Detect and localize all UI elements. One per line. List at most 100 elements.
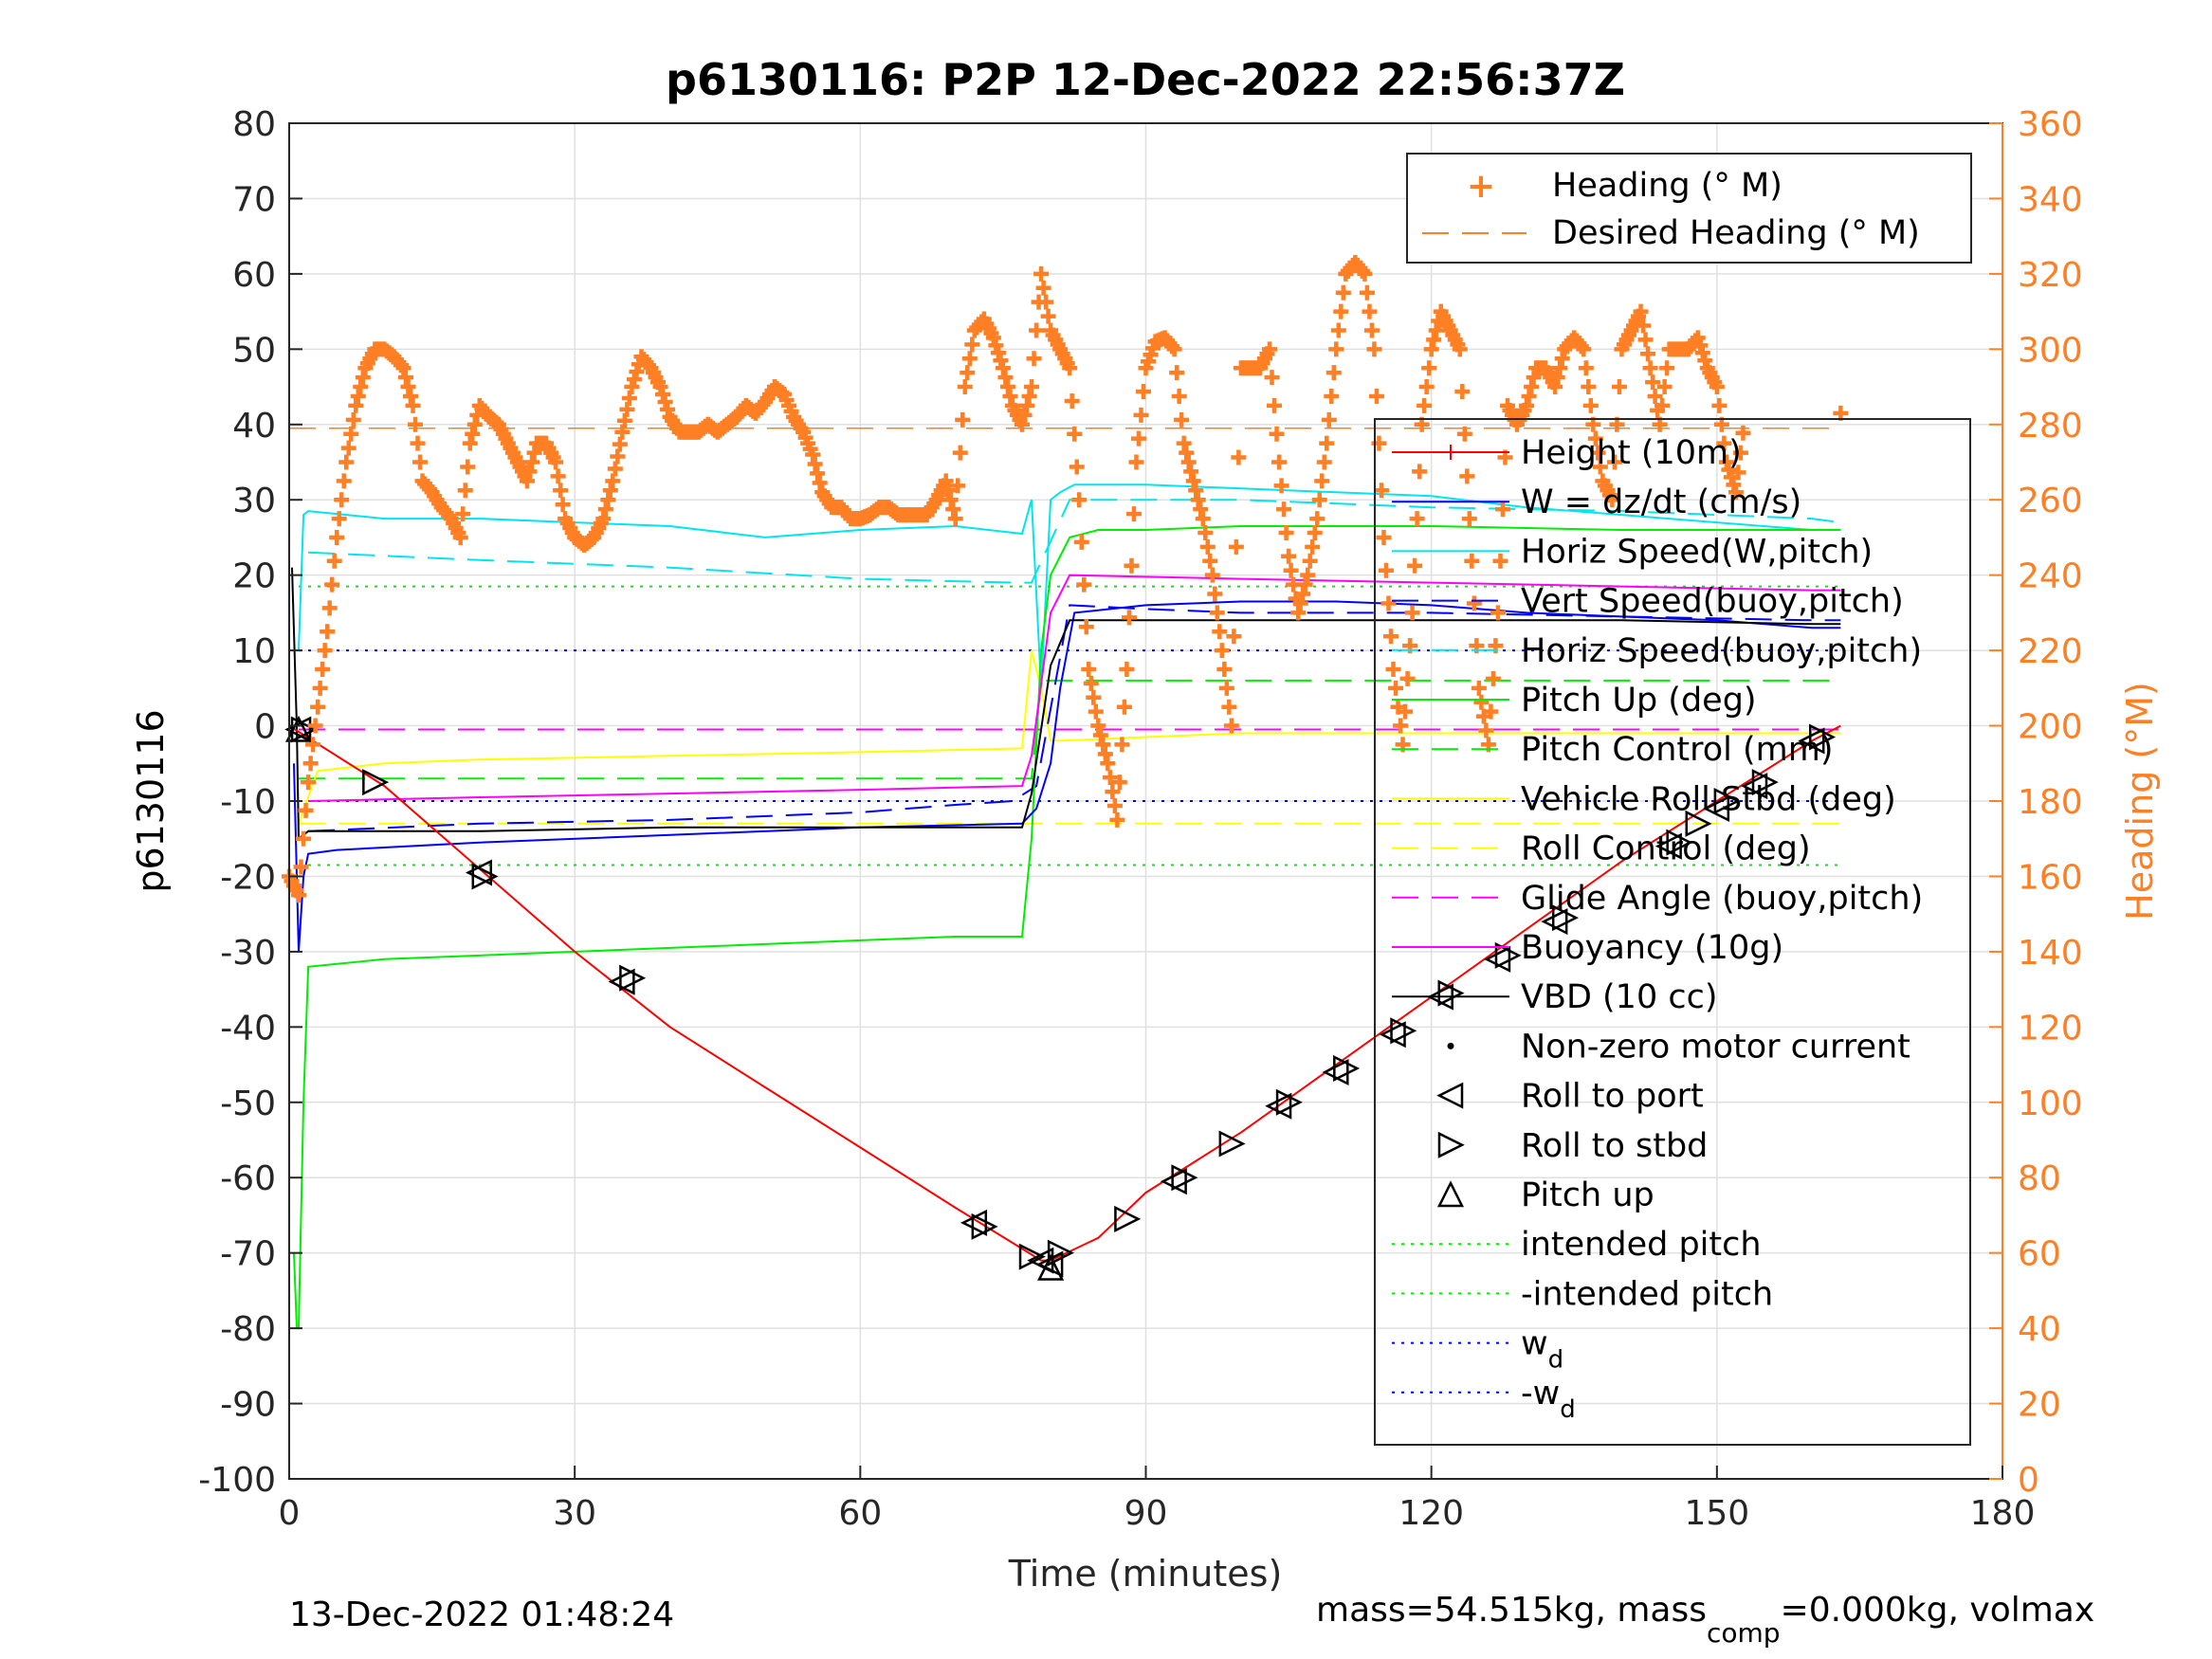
- heading-point: [1721, 462, 1737, 478]
- heading-point: [610, 448, 626, 465]
- y-tick-label: -50: [220, 1085, 276, 1123]
- heading-point: [597, 501, 613, 518]
- heading-point: [1116, 699, 1132, 715]
- heading-point: [1730, 465, 1746, 481]
- heading-point: [595, 511, 612, 527]
- heading-point: [1086, 689, 1102, 705]
- heading-point: [1417, 397, 1433, 413]
- heading-point: [291, 887, 307, 903]
- heading-point: [1709, 379, 1725, 395]
- heading-point: [660, 401, 676, 417]
- footer-mass-sub: comp: [1707, 1617, 1781, 1649]
- heading-point: [465, 426, 481, 442]
- marker-roll-to-stbd: [1047, 1239, 1074, 1267]
- heading-point: [1069, 459, 1085, 475]
- legend-entry: Roll Control (deg): [1521, 830, 1811, 868]
- heading-point: [1106, 797, 1123, 813]
- heading-point: [1692, 337, 1709, 354]
- y2-tick-label: 140: [2018, 934, 2083, 973]
- heading-point: [1611, 379, 1627, 395]
- legend-heading: + Heading (° M) Desired Heading (° M): [1406, 153, 1972, 264]
- heading-point: [1314, 473, 1330, 489]
- heading-point: [1002, 388, 1018, 404]
- heading-point: [1276, 501, 1292, 518]
- heading-point: [1483, 703, 1499, 720]
- heading-point: [1428, 322, 1444, 338]
- heading-point: [1014, 416, 1030, 432]
- y-tick-label: 60: [232, 256, 276, 295]
- heading-point: [1726, 477, 1742, 493]
- heading-point: [1385, 661, 1401, 677]
- heading-point: [1204, 567, 1220, 583]
- heading-point: [995, 360, 1011, 376]
- heading-point: [1330, 322, 1346, 338]
- heading-point: [942, 492, 959, 508]
- legend-entry-subscript: d: [1560, 1395, 1576, 1424]
- marker-roll-to-port: [284, 716, 312, 743]
- heading-point: [293, 859, 309, 875]
- marker-pitch-up: [285, 715, 313, 742]
- y2-tick-label: 160: [2018, 858, 2083, 897]
- heading-point: [1214, 643, 1230, 659]
- legend-entry: Glide Angle (buoy,pitch): [1521, 880, 1923, 918]
- heading-point: [619, 401, 635, 417]
- heading-point: [1418, 379, 1435, 395]
- heading-point: [1732, 445, 1748, 461]
- y2-tick-label: 300: [2018, 331, 2083, 370]
- legend-entry: Pitch Control (mm): [1521, 731, 1833, 769]
- heading-point: [310, 699, 326, 715]
- heading-point: [1640, 346, 1656, 362]
- heading-point: [1128, 454, 1144, 470]
- heading-point: [1188, 483, 1204, 499]
- heading-point: [1368, 388, 1384, 404]
- heading-point: [1076, 576, 1092, 592]
- heading-point: [1067, 426, 1083, 442]
- legend-heading-box: [1406, 153, 1972, 264]
- series-horiz-speed-buoy: [308, 499, 1841, 584]
- heading-point: [326, 553, 342, 569]
- heading-point: [1633, 303, 1649, 319]
- heading-point: [1207, 586, 1223, 602]
- legend-entry: Pitch up: [1521, 1176, 1654, 1214]
- legend-entry-label: Pitch Control (mm): [1521, 731, 1833, 769]
- heading-point: [1492, 553, 1508, 569]
- heading-point: [1366, 341, 1382, 357]
- heading-point: [1033, 265, 1050, 282]
- heading-point: [1412, 464, 1428, 480]
- y-tick-label: -90: [220, 1386, 276, 1425]
- heading-point: [1180, 454, 1197, 470]
- heading-point: [1174, 411, 1190, 428]
- heading-point: [1078, 619, 1094, 635]
- heading-point: [1466, 595, 1482, 611]
- marker-roll-to-stbd: [362, 769, 390, 796]
- marker-roll-to-stbd: [1171, 1164, 1198, 1192]
- heading-point: [1716, 435, 1732, 451]
- heading-point: [1325, 365, 1342, 381]
- heading-point: [1297, 576, 1313, 592]
- heading-point: [1100, 756, 1116, 772]
- legend-entry: Roll to stbd: [1521, 1127, 1708, 1165]
- heading-point: [621, 390, 637, 406]
- y2-tick-label: 0: [2018, 1461, 2039, 1500]
- heading-point: [600, 492, 616, 508]
- heading-point: [331, 511, 347, 527]
- heading-point: [805, 447, 821, 463]
- x-tick-label: 60: [838, 1494, 882, 1533]
- heading-point: [1578, 360, 1594, 376]
- heading-point: [412, 454, 429, 470]
- legend-entry: -wd: [1521, 1375, 1576, 1424]
- heading-point: [1380, 595, 1397, 611]
- heading-point: [521, 464, 538, 480]
- heading-point: [1290, 605, 1307, 621]
- legend-entry-label: Pitch up: [1521, 1176, 1654, 1214]
- heading-point: [810, 465, 826, 482]
- legend-entry-label: Buoyancy (10g): [1521, 929, 1783, 967]
- heading-point: [334, 492, 350, 508]
- heading-point: [614, 424, 631, 440]
- heading-point: [1226, 629, 1242, 645]
- heading-point: [1035, 280, 1051, 296]
- marker-roll-to-stbd: [619, 964, 647, 992]
- heading-point: [1092, 727, 1108, 743]
- heading-point: [1319, 435, 1335, 451]
- heading-point: [1179, 445, 1195, 461]
